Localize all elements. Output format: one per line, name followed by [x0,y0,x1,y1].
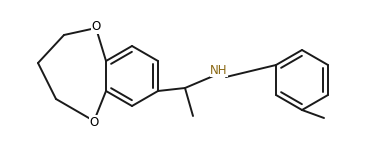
Text: NH: NH [210,63,228,76]
Text: O: O [89,115,99,129]
Text: O: O [92,20,100,34]
